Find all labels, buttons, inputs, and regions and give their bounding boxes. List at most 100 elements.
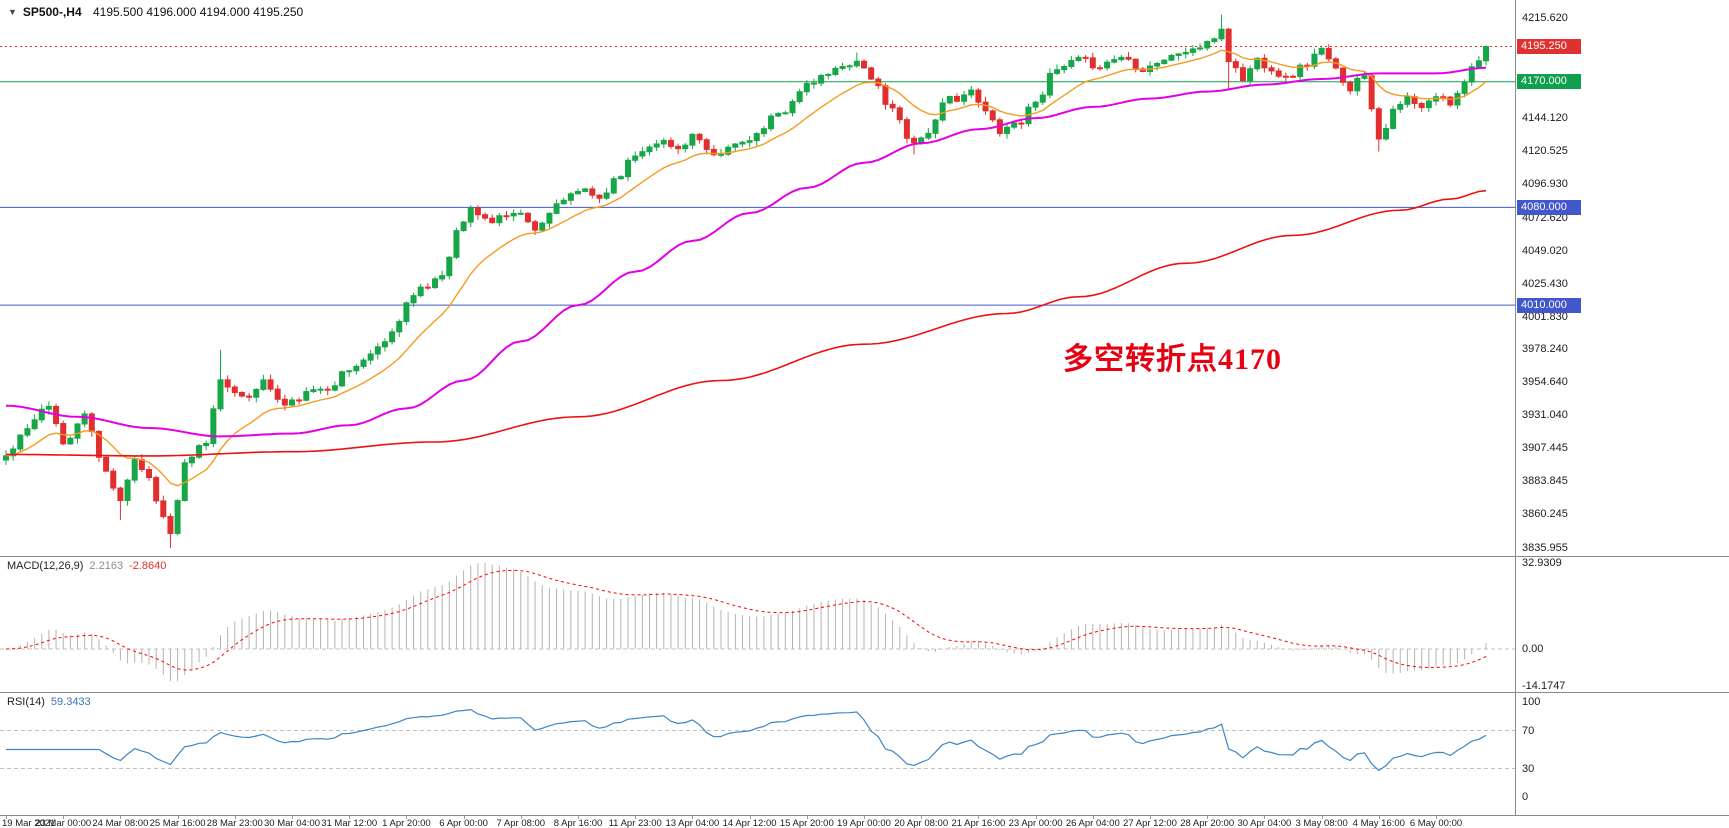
- candle-body: [224, 379, 231, 388]
- candle-body: [1282, 75, 1289, 78]
- candle-body: [760, 128, 767, 135]
- candle-body: [17, 434, 24, 450]
- candle-body: [1361, 75, 1368, 79]
- time-tick: [1264, 815, 1266, 819]
- candle-body: [861, 60, 867, 69]
- candle-body: [682, 144, 689, 150]
- candle-body: [796, 91, 803, 103]
- time-axis[interactable]: 19 Mar 2021 23 Mar 00:00 24 Mar 08:00 25 Ma…: [0, 815, 1729, 828]
- candle-body: [417, 286, 424, 297]
- candle-body: [174, 500, 181, 534]
- price-level-badge: 4080.000: [1517, 199, 1581, 215]
- macd-tick-label: 32.9309: [1522, 556, 1562, 569]
- candle-body: [432, 278, 438, 289]
- candle-body: [1118, 56, 1125, 61]
- candle-body: [546, 212, 553, 224]
- time-label: 27 Apr 12:00: [1123, 818, 1177, 828]
- candle-body: [238, 391, 245, 397]
- candle-body: [131, 459, 138, 481]
- candle-body: [124, 479, 131, 501]
- candle-body: [1096, 67, 1103, 70]
- candle-body: [439, 275, 446, 280]
- time-tick: [1035, 815, 1037, 819]
- candle-body: [88, 413, 95, 432]
- main-price-chart[interactable]: [0, 0, 1515, 556]
- candle-body: [1340, 67, 1347, 83]
- candle-body: [353, 365, 360, 372]
- candle-body: [968, 89, 975, 96]
- candle-body: [610, 178, 617, 194]
- symbol-dropdown-icon[interactable]: ▼: [8, 7, 17, 17]
- candle-body: [725, 146, 732, 155]
- candle-body: [575, 190, 581, 195]
- rsi-tick-label: 30: [1522, 762, 1535, 775]
- price-axis[interactable]: 4215.620 4144.120 4120.525 4096.930 4072.620…: [1515, 0, 1729, 816]
- macd-signal-line: [5, 569, 1487, 671]
- price-tick-label: 4025.430: [1522, 277, 1568, 290]
- candle-body: [160, 500, 167, 518]
- candle-body: [1397, 103, 1404, 110]
- candle-body: [646, 146, 653, 153]
- candle-body: [653, 143, 660, 148]
- time-tick: [177, 815, 179, 819]
- time-tick: [1092, 815, 1094, 819]
- time-tick: [1150, 815, 1151, 819]
- separator-macd-rsi[interactable]: [0, 692, 1729, 693]
- candle-body: [1268, 67, 1275, 72]
- candle-body: [1168, 54, 1175, 61]
- candle-body: [389, 331, 396, 343]
- separator-main-macd[interactable]: [0, 556, 1729, 557]
- candle-body: [324, 388, 331, 391]
- candle-body: [1018, 122, 1025, 125]
- ma-slow-line: [6, 189, 1487, 457]
- candle-body: [1418, 102, 1425, 109]
- time-tick: [520, 815, 522, 819]
- candle-body: [596, 194, 603, 199]
- candle-body: [217, 379, 224, 410]
- rsi-value: 59.3433: [50, 696, 91, 708]
- ma-mid-line: [5, 66, 1487, 438]
- time-label: 23 Mar 00:00: [35, 818, 92, 828]
- candle-body: [1247, 68, 1254, 82]
- macd-indicator-panel[interactable]: [0, 557, 1515, 692]
- rsi-header: RSI(14) 59.3433: [7, 696, 91, 708]
- candle-body: [1225, 28, 1232, 63]
- candle-body: [667, 139, 674, 147]
- candle-body: [1275, 70, 1282, 77]
- ohlc-values: 4195.500 4196.000 4194.000 4195.250: [92, 5, 304, 19]
- candle-body: [1104, 61, 1111, 69]
- time-tick: [921, 815, 923, 819]
- candle-body: [732, 143, 739, 148]
- time-tick: [692, 815, 694, 819]
- price-tick-label: 4049.020: [1522, 244, 1568, 257]
- candle-body: [1011, 122, 1018, 128]
- time-label: 19 Mar 2021: [2, 818, 56, 828]
- price-tick-label: 3883.845: [1522, 475, 1568, 488]
- candle-body: [381, 341, 388, 348]
- time-tick: [406, 815, 408, 819]
- candle-body: [74, 423, 81, 439]
- price-tick-label: 4144.120: [1522, 111, 1568, 124]
- time-label: 19 Apr 00:00: [837, 818, 891, 828]
- price-tick-label: 3835.955: [1522, 542, 1568, 555]
- candle-body: [260, 379, 267, 390]
- candle-body: [925, 132, 932, 139]
- time-tick: [749, 815, 751, 819]
- candle-body: [1175, 53, 1182, 56]
- time-label: 20 Apr 08:00: [894, 818, 949, 828]
- time-tick: [978, 815, 980, 819]
- macd-signal-value: -2.8640: [129, 560, 167, 572]
- rsi-tick-label: 100: [1522, 696, 1541, 708]
- time-label: 1 Apr 20:00: [382, 818, 431, 828]
- rsi-indicator-panel[interactable]: [0, 693, 1515, 815]
- candle-body: [839, 66, 846, 69]
- candle-body: [1368, 75, 1375, 110]
- candle-body: [1154, 62, 1161, 67]
- candle-body: [1440, 96, 1447, 99]
- candle-body: [1239, 67, 1246, 82]
- candle-body: [1039, 94, 1046, 103]
- candle-body: [1032, 101, 1039, 108]
- chart-header: ▼ SP500-,H4 4195.500 4196.000 4194.000 41…: [8, 5, 303, 19]
- time-label: 21 Apr 16:00: [951, 818, 1006, 828]
- candle-body: [146, 469, 152, 479]
